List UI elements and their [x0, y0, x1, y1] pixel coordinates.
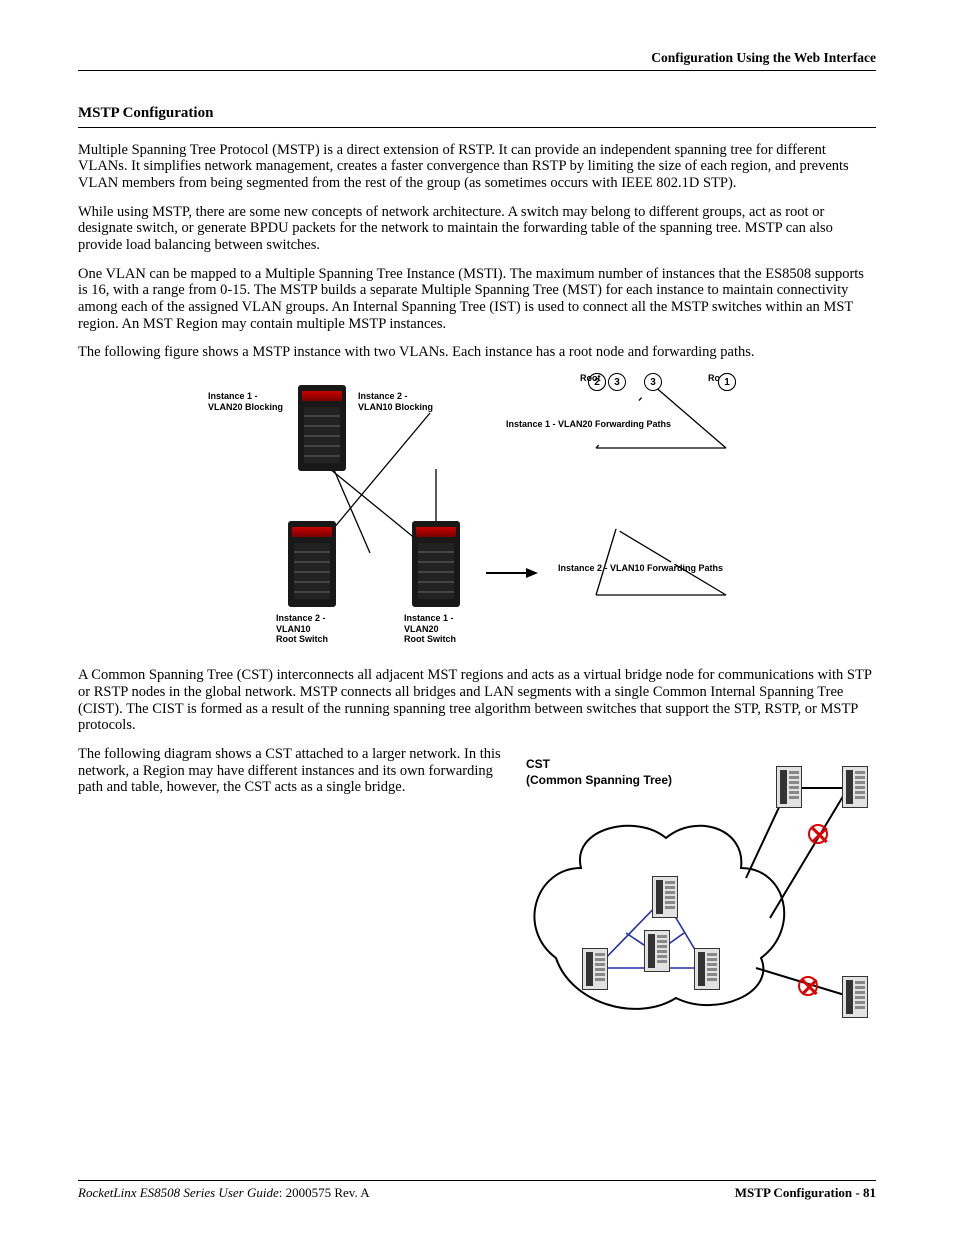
label-inst2-root: Instance 2 - VLAN10 Root Switch	[276, 613, 328, 644]
figure-cst: CST (Common Spanning Tree)	[526, 758, 876, 1038]
header-rule	[78, 70, 876, 71]
server-top-left-icon	[776, 766, 802, 808]
label-inst2-fwd: Instance 2 - VLAN10 Forwarding Paths	[558, 563, 723, 573]
blocked-link-icon-a	[808, 824, 828, 844]
para-2: While using MSTP, there are some new con…	[78, 204, 876, 254]
label-inst1-root: Instance 1 - VLAN20 Root Switch	[404, 613, 456, 644]
figure-mstp-instances: Instance 1 - VLAN20 Blocking Instance 2 …	[208, 373, 828, 653]
page-header-right: Configuration Using the Web Interface	[78, 50, 876, 66]
switch-bl-icon	[288, 521, 336, 607]
server-bottom-icon	[842, 976, 868, 1018]
server-top-right-icon	[842, 766, 868, 808]
footer-page-label: MSTP Configuration - 81	[735, 1186, 876, 1201]
section-rule	[78, 127, 876, 128]
label-inst2-block: Instance 2 - VLAN10 Blocking	[358, 391, 433, 412]
footer-rev: : 2000575 Rev. A	[279, 1185, 370, 1200]
server-cloud-bl-icon	[582, 948, 608, 990]
footer-rule	[78, 1180, 876, 1181]
switch-br-icon	[412, 521, 460, 607]
para-6: The following diagram shows a CST attach…	[78, 746, 518, 796]
label-inst1-fwd: Instance 1 - VLAN20 Forwarding Paths	[506, 419, 671, 429]
server-cloud-mid-icon	[644, 930, 670, 972]
para-5: A Common Spanning Tree (CST) interconnec…	[78, 667, 876, 734]
blocked-link-icon-b	[798, 976, 818, 996]
para-1: Multiple Spanning Tree Protocol (MSTP) i…	[78, 142, 876, 192]
para-4: The following figure shows a MSTP instan…	[78, 344, 876, 361]
root-label-b: Root	[580, 373, 601, 383]
label-inst1-block: Instance 1 - VLAN20 Blocking	[208, 391, 283, 412]
para-3: One VLAN can be mapped to a Multiple Spa…	[78, 266, 876, 333]
server-cloud-br-icon	[694, 948, 720, 990]
footer-guide-name: RocketLinx ES8508 Series User Guide	[78, 1185, 279, 1200]
page-footer: RocketLinx ES8508 Series User Guide: 200…	[78, 1186, 876, 1201]
fig2-svg	[526, 758, 876, 1038]
server-cloud-top-icon	[652, 876, 678, 918]
section-title: MSTP Configuration	[78, 105, 876, 122]
switch-top-icon	[298, 385, 346, 471]
